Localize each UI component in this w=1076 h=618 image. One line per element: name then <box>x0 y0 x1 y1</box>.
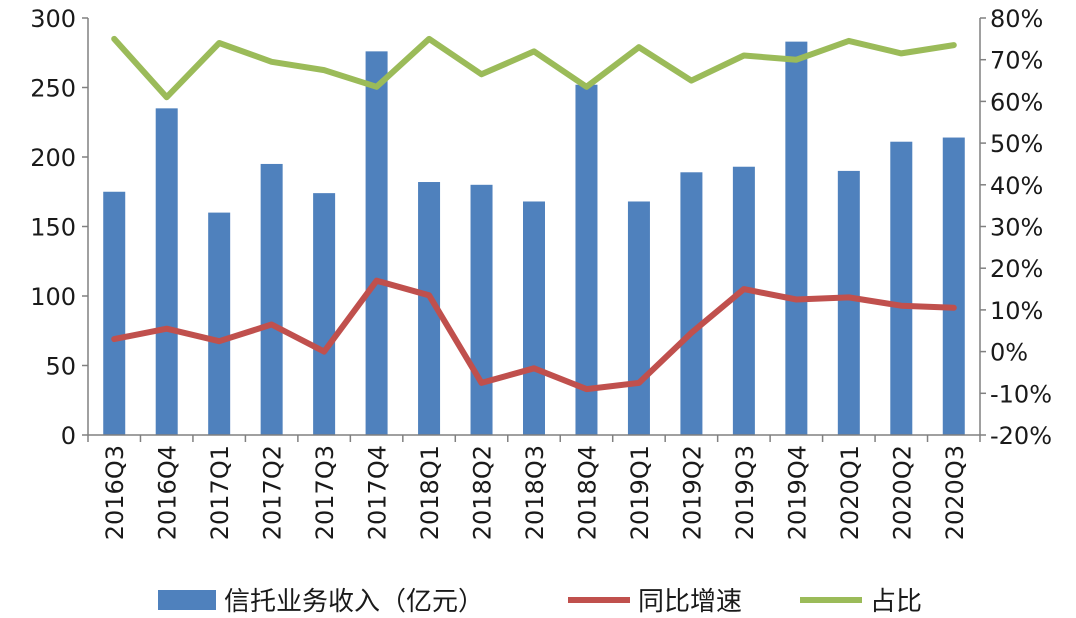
legend-label: 同比增速 <box>638 587 742 617</box>
legend-label: 信托业务收入（亿元） <box>224 587 484 617</box>
x-tick-label: 2017Q4 <box>364 445 392 540</box>
x-tick-label: 2016Q4 <box>154 445 182 540</box>
bar-2017Q1 <box>208 212 231 435</box>
right-tick-label: 80% <box>990 5 1043 33</box>
x-tick-label: 2020Q1 <box>836 445 864 540</box>
right-tick-label: 70% <box>990 47 1043 75</box>
x-tick-label: 2018Q1 <box>416 445 444 540</box>
bar-2019Q4 <box>785 41 808 435</box>
bar-2018Q4 <box>575 84 598 435</box>
x-tick-label: 2017Q2 <box>259 445 287 540</box>
left-tick-label: 300 <box>30 5 76 33</box>
x-tick-label: 2019Q2 <box>678 445 706 540</box>
line-series-2 <box>111 35 957 101</box>
x-tick-label: 2019Q4 <box>783 445 811 540</box>
right-tick-label: 10% <box>990 297 1043 325</box>
right-tick-label: -20% <box>990 422 1052 450</box>
right-tick-label: 0% <box>990 339 1028 367</box>
right-tick-label: 50% <box>990 130 1043 158</box>
bar-series-group <box>103 41 965 436</box>
x-tick-label: 2019Q1 <box>626 445 654 540</box>
x-tick-label: 2016Q3 <box>101 445 129 540</box>
left-tick-label: 0 <box>61 422 76 450</box>
right-tick-label: -10% <box>990 380 1052 408</box>
x-tick-label: 2017Q3 <box>311 445 339 540</box>
bar-2020Q3 <box>942 137 965 436</box>
left-tick-label: 100 <box>30 283 76 311</box>
legend-label: 占比 <box>870 587 922 617</box>
bar-2019Q1 <box>627 201 650 435</box>
x-tick-label: 2020Q2 <box>888 445 916 540</box>
right-tick-label: 30% <box>990 214 1043 242</box>
bar-2019Q3 <box>732 166 755 436</box>
left-tick-label: 50 <box>45 353 76 381</box>
x-tick-label: 2017Q1 <box>206 445 234 540</box>
bar-2019Q2 <box>680 172 703 436</box>
right-tick-label: 20% <box>990 255 1043 283</box>
bar-2018Q1 <box>418 182 441 435</box>
legend-swatch-bar <box>158 590 216 610</box>
axes-group: 0 50 100 150 200 250 300 -20% -10% 0% 10% 20% 30% 40%… <box>30 5 1052 540</box>
bar-2018Q3 <box>523 201 545 435</box>
x-tick-label: 2019Q3 <box>731 445 759 540</box>
legend: 信托业务收入（亿元） 同比增速 占比 <box>158 587 922 617</box>
left-tick-label: 250 <box>30 75 76 103</box>
x-tick-label: 2018Q2 <box>469 445 497 540</box>
right-tick-label: 60% <box>990 88 1043 116</box>
bar-2017Q2 <box>260 163 283 435</box>
bar-2016Q4 <box>155 108 178 435</box>
bar-2018Q2 <box>470 184 493 435</box>
bar-2016Q3 <box>103 191 126 435</box>
x-tick-label: 2018Q3 <box>521 445 549 540</box>
line-series-group <box>111 35 957 393</box>
bar-2017Q4 <box>365 51 388 436</box>
left-tick-label: 150 <box>30 214 76 242</box>
bar-2020Q1 <box>837 170 860 435</box>
x-tick-label: 2020Q3 <box>941 445 969 540</box>
right-tick-label: 40% <box>990 172 1043 200</box>
bar-2020Q2 <box>890 141 913 435</box>
left-tick-label: 200 <box>30 144 76 172</box>
bar-2017Q3 <box>313 193 336 435</box>
x-tick-label: 2018Q4 <box>573 445 601 540</box>
